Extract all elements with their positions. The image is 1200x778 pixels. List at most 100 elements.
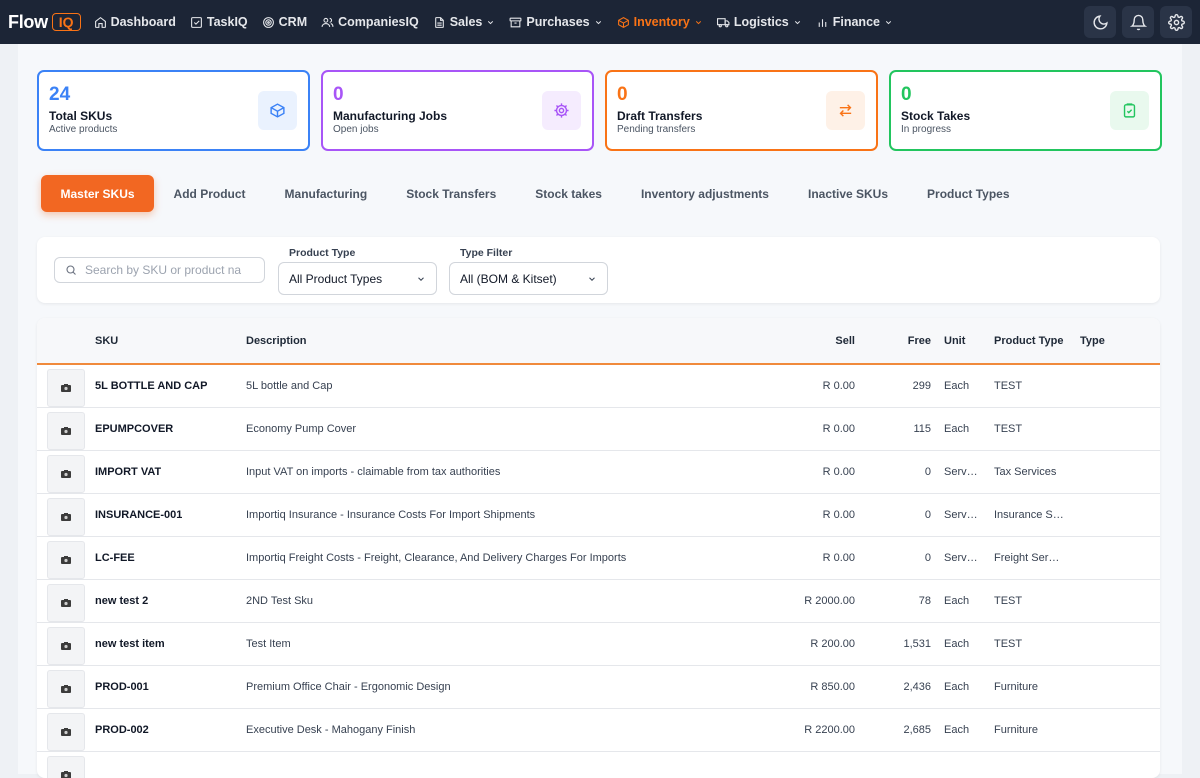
nav-item-inventory[interactable]: Inventory [610, 0, 710, 44]
table-row[interactable]: PROD-001 Premium Office Chair - Ergonomi… [37, 666, 1160, 709]
product-thumbnail[interactable] [47, 369, 85, 407]
cell-sku[interactable]: PROD-001 [95, 681, 149, 693]
product-thumbnail[interactable] [47, 584, 85, 622]
stat-card-draft-transfers[interactable]: 0 Draft Transfers Pending transfers [605, 70, 878, 151]
stats-row: 24 Total SKUs Active products 0 Manufact… [37, 70, 1162, 151]
search-box[interactable] [54, 257, 265, 283]
table-row[interactable]: LC-FEE Importiq Freight Costs - Freight,… [37, 537, 1160, 580]
document-icon [434, 16, 444, 28]
product-thumbnail[interactable] [47, 541, 85, 579]
tab-manufacturing[interactable]: Manufacturing [284, 186, 368, 201]
cell-sku[interactable]: INSURANCE-001 [95, 509, 183, 521]
type-filter-select[interactable]: All (BOM & Kitset) [449, 262, 608, 295]
product-thumbnail[interactable] [47, 412, 85, 450]
stat-card-total-skus[interactable]: 24 Total SKUs Active products [37, 70, 310, 151]
product-thumbnail[interactable] [47, 455, 85, 493]
nav-item-crm[interactable]: CRM [255, 0, 314, 44]
cell-sku[interactable]: new test item [95, 638, 165, 650]
cell-sku[interactable]: EPUMPCOVER [95, 423, 174, 435]
top-navbar: Flow IQ Dashboard TaskIQ CRM CompaniesIQ Sal… [0, 0, 1200, 44]
tab-add-product[interactable]: Add Product [173, 186, 246, 201]
cell-product-type: TEST [994, 380, 1023, 392]
table-row[interactable]: new test 2 2ND Test Sku R 2000.00 78 Eac… [37, 580, 1160, 623]
stat-title: Total SKUs [49, 109, 113, 123]
cell-product-type: Furniture [994, 681, 1039, 693]
col-sku-header[interactable]: SKU [95, 335, 119, 347]
notifications-button[interactable] [1122, 6, 1154, 38]
image-placeholder-icon [61, 470, 71, 478]
cell-sell: R 0.00 [822, 380, 855, 392]
product-thumbnail[interactable] [47, 498, 85, 536]
table-body: 5L BOTTLE AND CAP 5L bottle and Cap R 0.… [37, 365, 1160, 778]
users-icon [321, 17, 334, 27]
cell-description: Importiq Insurance - Insurance Costs For… [246, 509, 536, 521]
type-filter-value: All (BOM & Kitset) [460, 271, 557, 286]
col-product-type-header[interactable]: Product Type [994, 335, 1064, 347]
cell-product-type: Tax Services [994, 466, 1057, 478]
table-row[interactable]: PROD-002 Executive Desk - Mahogany Finis… [37, 709, 1160, 752]
cell-unit: Serv… [944, 509, 978, 521]
cell-sku[interactable]: IMPORT VAT [95, 466, 162, 478]
tab-stock-transfers[interactable]: Stock Transfers [406, 186, 497, 201]
tab-product-types[interactable]: Product Types [927, 186, 1010, 201]
tab-inactive-skus[interactable]: Inactive SKUs [807, 186, 889, 201]
table-row[interactable]: new test item Test Item R 200.00 1,531 E… [37, 623, 1160, 666]
toolbar-actions [1084, 6, 1192, 38]
table-row[interactable] [37, 752, 1160, 778]
cell-sku[interactable]: 5L BOTTLE AND CAP [95, 380, 208, 392]
stat-value: 24 [49, 84, 71, 105]
tab-master-skus[interactable]: Master SKUs [41, 175, 155, 212]
stat-card-stock-takes[interactable]: 0 Stock Takes In progress [889, 70, 1162, 151]
brand-badge: IQ [51, 13, 81, 31]
table-row[interactable]: 5L BOTTLE AND CAP 5L bottle and Cap R 0.… [37, 365, 1160, 408]
cell-sell: R 850.00 [810, 681, 855, 693]
chevron-down-icon [488, 20, 494, 24]
cell-product-type: Freight Serv… [994, 552, 1064, 564]
cell-sku[interactable]: new test 2 [95, 595, 149, 607]
image-placeholder-icon [61, 427, 71, 435]
stat-card-manufacturing-jobs[interactable]: 0 Manufacturing Jobs Open jobs [321, 70, 594, 151]
cell-sell: R 0.00 [822, 466, 855, 478]
nav-item-sales[interactable]: Sales [426, 0, 503, 44]
product-type-select[interactable]: All Product Types [278, 262, 437, 295]
tab-inventory-adjustments[interactable]: Inventory adjustments [640, 186, 769, 201]
brand-logo[interactable]: Flow IQ [8, 12, 81, 33]
col-description-header[interactable]: Description [246, 335, 307, 347]
product-thumbnail[interactable] [47, 670, 85, 708]
col-sell-header[interactable]: Sell [835, 335, 855, 347]
product-thumbnail[interactable] [47, 627, 85, 665]
cell-sku[interactable]: PROD-002 [95, 724, 149, 736]
gear-icon [554, 103, 569, 118]
search-input[interactable] [85, 263, 255, 277]
nav-item-logistics[interactable]: Logistics [710, 0, 809, 44]
col-unit-header[interactable]: Unit [944, 335, 966, 347]
theme-toggle-button[interactable] [1084, 6, 1116, 38]
cell-product-type: TEST [994, 595, 1023, 607]
table-row[interactable]: IMPORT VAT Input VAT on imports - claima… [37, 451, 1160, 494]
cell-description: Economy Pump Cover [246, 423, 357, 435]
product-thumbnail[interactable] [47, 713, 85, 751]
cell-free: 0 [924, 466, 931, 478]
settings-button[interactable] [1160, 6, 1192, 38]
cell-product-type: Insurance S… [994, 509, 1064, 521]
cell-unit: Each [944, 638, 970, 650]
product-type-label: Product Type [289, 247, 356, 259]
table-row[interactable]: EPUMPCOVER Economy Pump Cover R 0.00 115… [37, 408, 1160, 451]
product-type-value: All Product Types [289, 271, 383, 286]
tab-stock-takes[interactable]: Stock takes [535, 186, 602, 201]
nav-item-purchases[interactable]: Purchases [502, 0, 609, 44]
nav-item-companiesiq[interactable]: CompaniesIQ [314, 0, 426, 44]
cell-unit: Each [944, 380, 970, 392]
chevron-down-icon [885, 20, 892, 24]
stat-value: 0 [333, 84, 344, 105]
filter-bar: Product Type All Product Types Type Filt… [37, 237, 1160, 303]
cell-sku[interactable]: LC-FEE [95, 552, 135, 564]
archive-icon [509, 17, 522, 27]
col-type-header[interactable]: Type [1080, 335, 1105, 347]
nav-item-dashboard[interactable]: Dashboard [87, 0, 183, 44]
product-thumbnail[interactable] [47, 756, 85, 778]
nav-item-finance[interactable]: Finance [809, 0, 900, 44]
table-row[interactable]: INSURANCE-001 Importiq Insurance - Insur… [37, 494, 1160, 537]
nav-item-taskiq[interactable]: TaskIQ [183, 0, 255, 44]
col-free-header[interactable]: Free [907, 335, 931, 347]
